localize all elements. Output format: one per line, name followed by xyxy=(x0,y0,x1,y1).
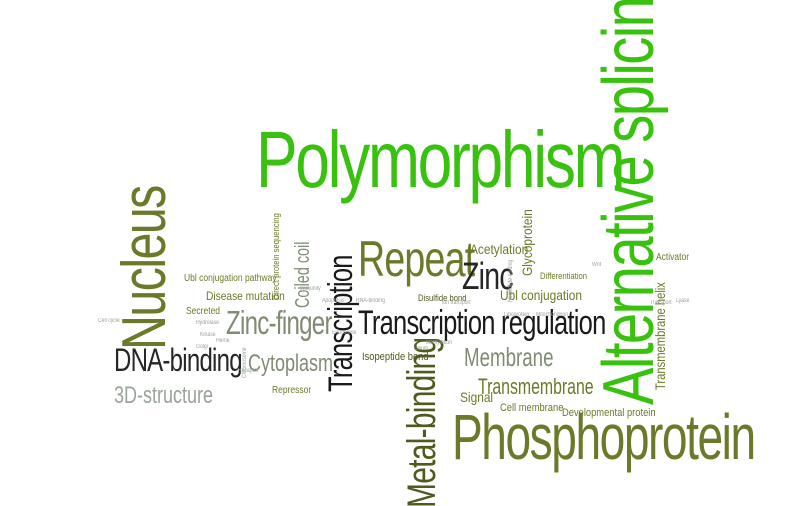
word-transmembrane-helix: Transmembrane helix xyxy=(652,282,668,390)
word-differentiation: Differentiation xyxy=(540,271,588,281)
word-nucleus: Nucleus xyxy=(110,186,179,350)
word-tiny: Apoptosis xyxy=(322,298,345,304)
word-tiny: Endosome xyxy=(332,330,357,336)
word-tiny: Cilium xyxy=(414,346,429,352)
word-cell-membrane: Cell membrane xyxy=(500,402,564,414)
word-tiny: Immunity xyxy=(300,286,321,292)
word-tiny: RNA-binding xyxy=(356,298,385,304)
word-acetylation: Acetylation xyxy=(470,241,529,257)
word-tiny: Receptor xyxy=(238,368,259,374)
word-tiny: Methylation xyxy=(426,340,453,346)
word-direct-protein-sequencing: Direct protein sequencing xyxy=(271,213,281,300)
word-tiny: Nucleotide-binding xyxy=(508,259,514,302)
word-cytoplasm: Cytoplasm xyxy=(248,350,334,377)
word-dna-binding: DNA-binding xyxy=(114,342,243,378)
word-tiny: Mitochondrion xyxy=(536,312,569,318)
word-disease-mutation: Disease mutation xyxy=(206,289,285,303)
word-tiny: Golgi xyxy=(196,344,208,350)
word-phosphoprotein: Phosphoprotein xyxy=(452,401,756,473)
word-zinc-finger: Zinc-finger xyxy=(226,304,332,341)
word-transcription-regulation: Transcription regulation xyxy=(358,304,606,342)
word-membrane: Membrane xyxy=(464,342,554,372)
word-repressor: Repressor xyxy=(272,385,312,396)
word-developmental-protein: Developmental protein xyxy=(562,407,656,419)
word-ubl-conjugation: Ubl conjugation xyxy=(500,287,583,303)
word-tiny: Ion transport xyxy=(442,300,471,306)
word-signal: Signal xyxy=(460,389,494,405)
word-glycoprotein: Glycoprotein xyxy=(519,209,535,276)
word-polymorphism: Polymorphism xyxy=(256,115,626,204)
word-ubl-conjugation-pathway: Ubl conjugation pathway xyxy=(184,273,277,284)
word-coiled-coil: Coiled coil xyxy=(292,241,314,308)
word-tiny: Lyase xyxy=(676,298,690,304)
word-secreted: Secreted xyxy=(186,306,221,317)
word-isopeptide-bond: Isopeptide bond xyxy=(362,351,429,363)
word-tiny: Kinase xyxy=(200,332,216,338)
word-tiny: Heme xyxy=(216,338,230,344)
word-tiny: Cell cycle xyxy=(98,318,120,324)
word-tiny: Wnt xyxy=(592,262,602,268)
word-activator: Activator xyxy=(656,252,690,263)
word-tiny: Hydrolase xyxy=(196,320,219,326)
word-disulfide-bond: Disulfide bond xyxy=(418,293,467,303)
word-tiny: Lipoprotein xyxy=(504,312,530,318)
word-transmembrane: Transmembrane xyxy=(478,374,594,399)
word-repeat: Repeat xyxy=(358,231,475,287)
word-tiny: Transport xyxy=(650,300,672,306)
word-zinc: Zinc xyxy=(462,256,514,298)
word-3d-structure: 3D-structure xyxy=(114,382,214,409)
